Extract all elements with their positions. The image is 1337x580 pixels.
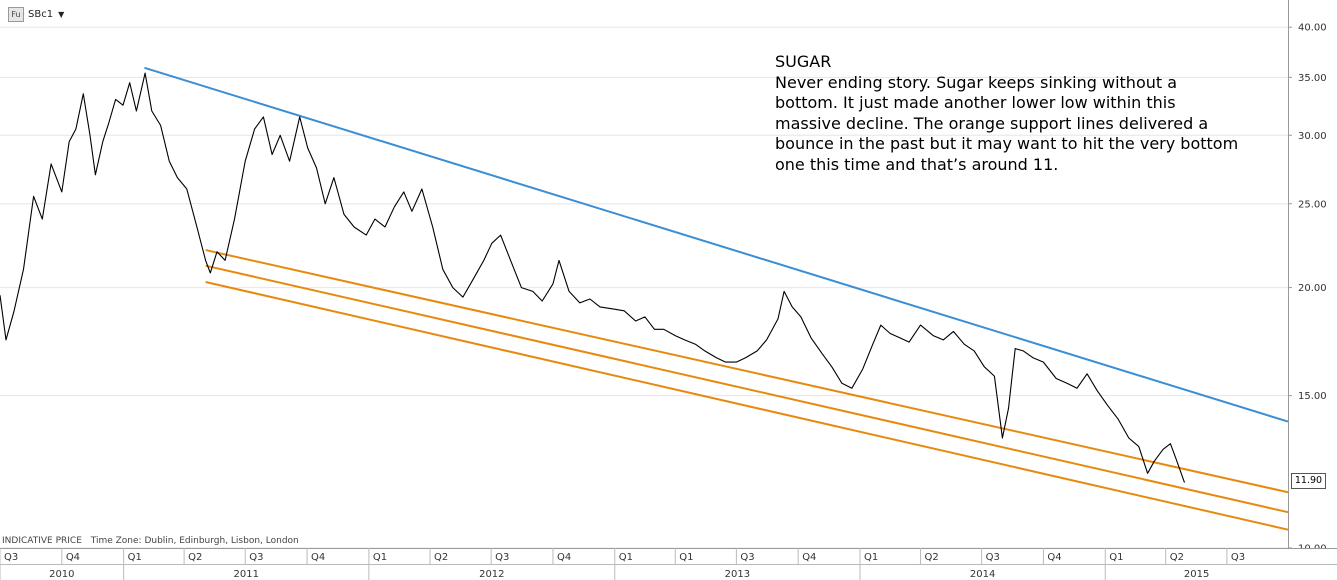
- chart-header: Fu SBc1 ▼: [8, 7, 64, 22]
- plot-background: [0, 0, 1288, 548]
- year-label: 2013: [725, 569, 750, 580]
- quarter-label: Q4: [802, 552, 816, 563]
- quarter-label: Q2: [1170, 552, 1184, 563]
- price-type-label: INDICATIVE PRICE: [2, 536, 82, 546]
- y-tick-label: 35.00: [1298, 73, 1327, 84]
- annotation-title: SUGAR: [775, 52, 832, 71]
- futures-badge-icon[interactable]: Fu: [8, 7, 24, 22]
- quarter-label: Q3: [495, 552, 509, 563]
- quarter-label: Q2: [188, 552, 202, 563]
- x-axis: Q3 Q4 Q1 Q2 Q3 Q4 Q1 Q2 Q3 Q4 Q1 Q1 Q3 Q4 Q1 Q2 Q3 Q4 Q1 Q2…: [0, 548, 1337, 580]
- quarter-label: Q3: [4, 552, 18, 563]
- quarter-label: Q3: [986, 552, 1000, 563]
- support-trendline: [205, 264, 1289, 514]
- year-label: 2015: [1184, 569, 1209, 580]
- y-tick-label: 30.00: [1298, 131, 1327, 142]
- quarter-label: Q1: [619, 552, 633, 563]
- quarter-label: Q1: [1109, 552, 1123, 563]
- quarter-label: Q1: [128, 552, 142, 563]
- quarter-label: Q4: [311, 552, 325, 563]
- quarter-label: Q4: [557, 552, 571, 563]
- price-series: [0, 72, 1186, 483]
- y-tick-label: 40.00: [1298, 23, 1327, 34]
- time-zone-label: Time Zone: Dublin, Edinburgh, Lisbon, Lo…: [90, 536, 299, 546]
- quarter-label: Q3: [740, 552, 754, 563]
- y-axis-background: [1288, 0, 1337, 548]
- symbol-label[interactable]: SBc1: [28, 9, 54, 20]
- y-tick-label: 15.00: [1298, 391, 1327, 402]
- quarter-label: Q2: [434, 552, 448, 563]
- quarter-label: Q1: [864, 552, 878, 563]
- year-label: 2014: [970, 569, 995, 580]
- resistance-trendline: [144, 66, 1289, 423]
- quarter-label: Q3: [249, 552, 263, 563]
- quarter-label: Q2: [924, 552, 938, 563]
- y-tick-label: 20.00: [1298, 283, 1327, 294]
- quarter-label: Q1: [679, 552, 693, 563]
- year-label: 2011: [234, 569, 259, 580]
- annotation-body: Never ending story. Sugar keeps sinking …: [775, 72, 1239, 174]
- trendlines: [144, 66, 1289, 531]
- price-info: INDICATIVE PRICE Time Zone: Dublin, Edin…: [2, 536, 299, 546]
- quarter-label: Q4: [66, 552, 80, 563]
- year-label: 2010: [49, 569, 74, 580]
- support-trendline: [205, 281, 1289, 531]
- chart-annotation: SUGAR Never ending story. Sugar keeps si…: [775, 52, 1245, 175]
- support-trendline: [205, 249, 1289, 494]
- y-tick-label: 25.00: [1298, 199, 1327, 210]
- last-price-label: 11.90: [1291, 473, 1326, 489]
- year-label: 2012: [479, 569, 504, 580]
- quarter-label: Q3: [1231, 552, 1245, 563]
- price-line: [0, 72, 1186, 483]
- quarter-label: Q1: [373, 552, 387, 563]
- quarter-label: Q4: [1047, 552, 1061, 563]
- chevron-down-icon[interactable]: ▼: [58, 10, 65, 19]
